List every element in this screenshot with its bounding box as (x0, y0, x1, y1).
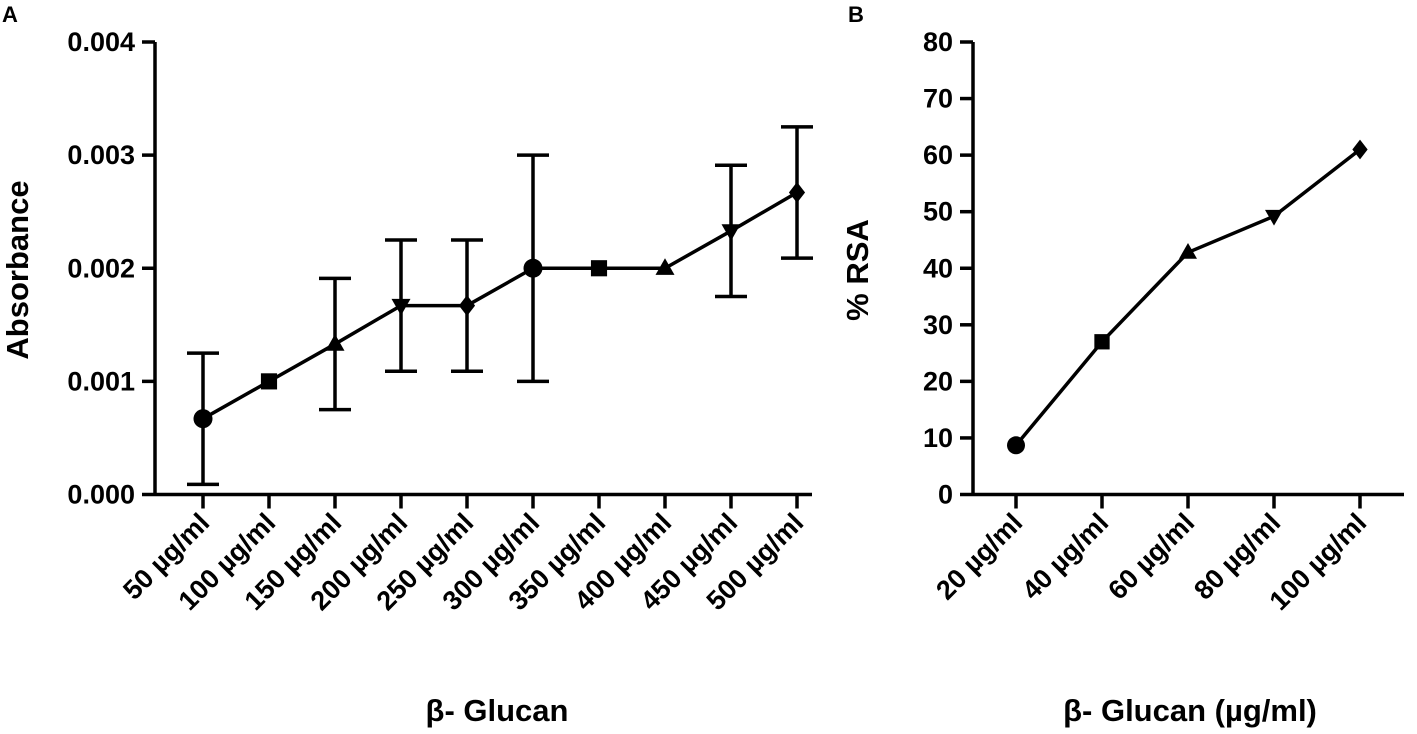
panel-a: A 0.000 0.001 0.002 0.003 0.004 50 µg/ml100 … (0, 2, 813, 728)
panel-a-series-line (202, 190, 798, 421)
panel-a-markers (193, 182, 806, 429)
y-tick-label: 0.003 (67, 140, 135, 170)
panel-a-y-ticks: 0.000 0.001 0.002 0.003 0.004 (67, 27, 155, 510)
x-tick-label: 60 µg/ml (1102, 508, 1200, 606)
panel-b-letter: B (848, 2, 864, 27)
y-tick-label: 20 (923, 366, 953, 396)
data-point (788, 182, 806, 203)
panel-b-markers (1007, 139, 1368, 455)
data-point (193, 409, 213, 429)
data-point (721, 224, 741, 241)
y-tick-label: 50 (923, 197, 953, 227)
y-tick-label: 10 (923, 423, 953, 453)
y-tick-label: 0 (938, 480, 953, 510)
data-point (523, 258, 543, 278)
panel-b-y-ticks: 0 10 20 30 40 50 60 70 80 (923, 27, 973, 510)
data-point (1179, 242, 1197, 259)
data-point (391, 298, 411, 316)
y-tick-label: 40 (923, 253, 953, 283)
panel-a-letter: A (2, 2, 18, 27)
y-tick-label: 60 (923, 140, 953, 170)
x-tick-label: 40 µg/ml (1016, 508, 1114, 606)
y-tick-label: 0.004 (67, 27, 135, 57)
y-tick-label: 0.002 (67, 253, 135, 283)
data-point (260, 373, 278, 390)
y-tick-label: 70 (923, 84, 953, 114)
panel-a-error-bars (187, 125, 813, 487)
data-point (590, 260, 608, 277)
data-point (1352, 139, 1368, 160)
panel-a-y-axis-title: Absorbance (0, 180, 35, 359)
panel-b-x-axis-title: β- Glucan (µg/ml) (1063, 693, 1317, 728)
y-tick-label: 80 (923, 27, 953, 57)
data-point (1007, 436, 1025, 455)
data-point (458, 295, 476, 317)
data-point (1265, 209, 1283, 226)
panel-a-x-axis-title: β- Glucan (426, 693, 569, 728)
data-point (655, 258, 675, 275)
data-point (325, 334, 345, 351)
panel-b-series-line (1014, 148, 1362, 447)
y-tick-label: 0.001 (67, 366, 135, 396)
y-tick-label: 0.000 (67, 480, 135, 510)
panel-b-y-axis-title: % RSA (840, 219, 875, 321)
data-point (1094, 334, 1110, 350)
y-tick-label: 30 (923, 310, 953, 340)
x-tick-label: 20 µg/ml (930, 508, 1028, 606)
